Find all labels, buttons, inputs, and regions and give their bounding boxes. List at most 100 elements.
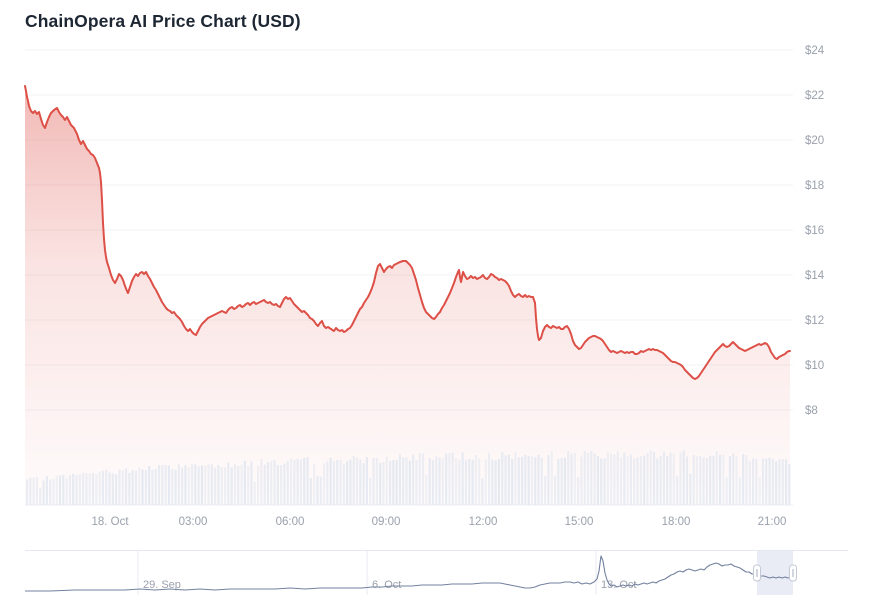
volume-bar [92,473,95,505]
volume-bar [151,469,154,505]
volume-bar [719,454,722,505]
volume-bar [68,474,71,505]
y-axis-label: $12 [805,315,824,327]
volume-bar [59,475,62,505]
volume-bar [78,474,81,505]
volume-bar [148,466,151,505]
navigator-selection[interactable] [757,551,793,595]
volume-bar [323,463,326,505]
volume-bar [88,473,91,505]
volume-bar [689,473,692,505]
volume-bar [577,477,580,505]
volume-bar [286,461,289,505]
volume-bar [290,458,293,505]
y-axis-label: $10 [805,360,824,372]
y-axis-label: $8 [805,405,818,417]
volume-bar [639,455,642,505]
volume-bar [105,469,108,505]
volume-bar [349,459,352,505]
navigator-handle-right[interactable] [789,564,797,582]
volume-bar [679,452,682,505]
volume-bar [458,459,461,505]
volume-bar [408,460,411,505]
volume-bar [306,457,309,505]
volume-bar [722,454,725,505]
volume-bar [257,465,260,505]
volume-bar [616,451,619,505]
volume-bar [131,470,134,505]
navigator-handle-left[interactable] [753,564,761,582]
volume-bar [431,460,434,505]
volume-bar [184,465,187,505]
volume-bar [62,474,65,505]
volume-bar [752,458,755,505]
volume-bar [488,452,491,505]
volume-bar [653,452,656,505]
volume-bar [356,457,359,505]
volume-bar [121,470,124,505]
volume-bar [250,461,253,505]
volume-bar [514,452,517,505]
volume-bar [666,455,669,505]
volume-bar [587,453,590,505]
y-axis-label: $24 [805,45,825,57]
volume-bar [118,469,121,505]
volume-bar [771,459,774,505]
volume-bar [283,463,286,505]
volume-bar [504,455,507,505]
volume-bar [412,454,415,505]
volume-bar [204,465,207,505]
volume-bar [527,455,530,505]
volume-bar [32,477,35,505]
volume-bar [270,461,273,505]
volume-bar [745,455,748,505]
volume-bar [359,459,362,505]
volume-bar [626,455,629,505]
volume-bar [415,460,418,505]
volume-bar [365,457,368,505]
volume-bar [263,464,266,505]
volume-bar [247,465,250,505]
volume-bar [669,452,672,505]
volume-bar [194,464,197,505]
chart-plot-area[interactable] [25,50,793,505]
volume-bar [507,454,510,505]
volume-bar [405,457,408,505]
volume-bar [695,456,698,505]
volume-bar [230,467,233,505]
x-axis-label: 18:00 [662,516,691,528]
volume-bar [497,458,500,505]
volume-bar [712,455,715,505]
volume-bar [461,452,464,505]
volume-bar [785,459,788,505]
volume-bar [207,464,210,505]
navigator-date-label: 13. Oct [601,579,636,591]
volume-bar [593,453,596,505]
volume-bar [705,457,708,505]
volume-bar [299,459,302,505]
volume-bar [600,458,603,505]
volume-bar [560,457,563,505]
y-axis-label: $22 [805,90,824,102]
navigator[interactable]: 29. Sep 6. Oct 13. Oct [25,550,848,596]
volume-bar [266,462,269,505]
volume-bar [623,452,626,505]
volume-bar [392,459,395,505]
volume-bar [547,455,550,505]
volume-bar [563,457,566,505]
volume-bar [243,460,246,505]
volume-bar [276,465,279,505]
volume-bar [633,458,636,505]
volume-bar [369,478,372,505]
volume-bar [554,475,557,505]
volume-bar [382,462,385,505]
volume-bar [214,467,217,505]
volume-bar [42,480,45,505]
volume-bar [481,478,484,505]
volume-bar [164,464,167,505]
x-axis-label: 09:00 [372,516,401,528]
volume-bar [138,467,141,505]
volume-bar [154,468,157,505]
volume-bar [177,464,180,505]
